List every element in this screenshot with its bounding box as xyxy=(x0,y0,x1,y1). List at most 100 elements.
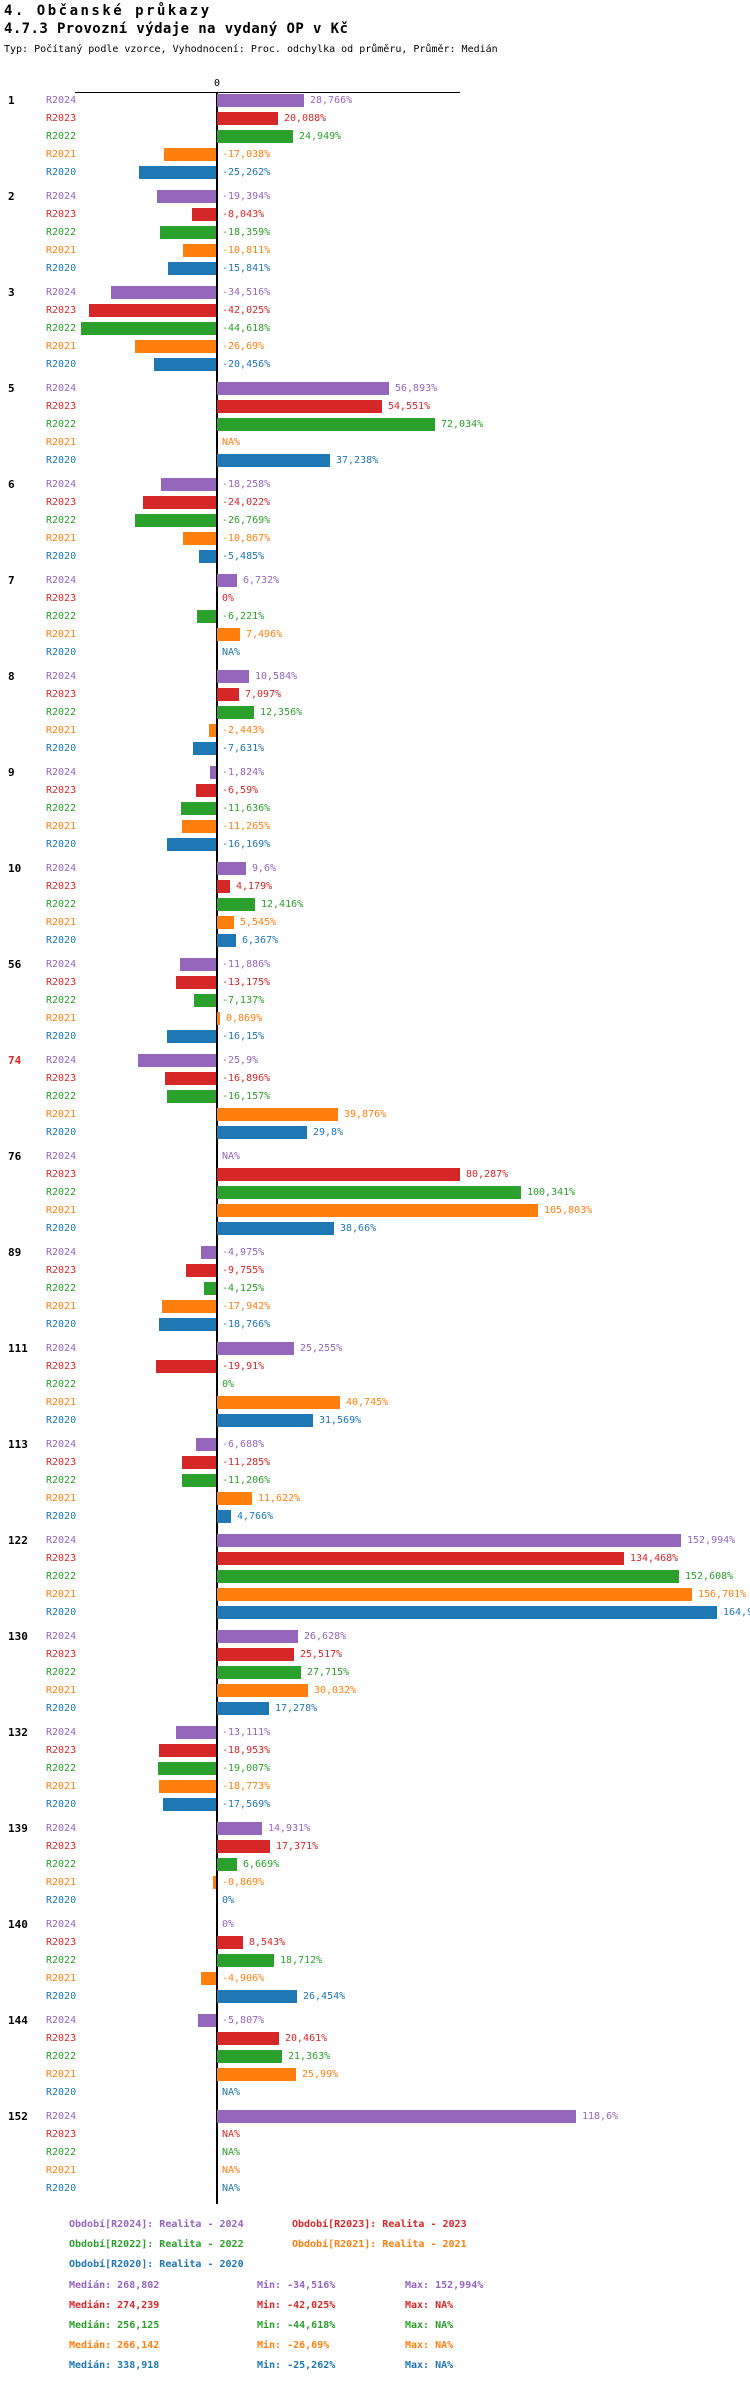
bar xyxy=(176,976,216,989)
bar xyxy=(180,958,216,971)
bar-value-label: -7,631% xyxy=(222,743,265,754)
series-label: R2024 xyxy=(46,287,77,298)
stat-median-r2020: Medián: 338,918 xyxy=(69,2360,160,2371)
series-label: R2020 xyxy=(46,1607,77,1618)
series-label: R2023 xyxy=(46,1745,77,1756)
bar xyxy=(165,1072,216,1085)
group-label: 56 xyxy=(8,958,22,971)
bar-value-label: -19,007% xyxy=(222,1763,271,1774)
bar-value-label: 38,66% xyxy=(340,1223,377,1234)
bar-value-label: -11,206% xyxy=(222,1475,271,1486)
bar-value-label: 100,341% xyxy=(527,1187,576,1198)
bar xyxy=(163,1798,216,1811)
bar-value-label: NA% xyxy=(222,2087,241,2098)
series-label: R2023 xyxy=(46,2129,77,2140)
group-label: 111 xyxy=(8,1342,28,1355)
bar xyxy=(217,1168,460,1181)
stat-max-r2021: Max: NA% xyxy=(405,2340,454,2351)
series-label: R2024 xyxy=(46,479,77,490)
bar xyxy=(217,1666,301,1679)
bar-value-label: NA% xyxy=(222,647,241,658)
bar xyxy=(217,2110,576,2123)
bar-value-label: -17,038% xyxy=(222,149,271,160)
series-label: R2024 xyxy=(46,1631,77,1642)
group-label: 1 xyxy=(8,94,15,107)
series-label: R2022 xyxy=(46,1955,77,1966)
bar-value-label: 56,893% xyxy=(395,383,438,394)
series-label: R2023 xyxy=(46,305,77,316)
series-label: R2020 xyxy=(46,359,77,370)
bar xyxy=(167,1090,216,1103)
series-label: R2020 xyxy=(46,839,77,850)
series-label: R2024 xyxy=(46,1823,77,1834)
stat-max-r2024: Max: 152,994% xyxy=(405,2280,484,2291)
bar-value-label: 156,701% xyxy=(698,1589,747,1600)
axis-zero-line xyxy=(216,92,218,2204)
series-label: R2023 xyxy=(46,1841,77,1852)
legend-item-r2024: Období[R2024]: Realita - 2024 xyxy=(69,2219,244,2230)
bar xyxy=(193,742,216,755)
group-label: 10 xyxy=(8,862,22,875)
bar xyxy=(217,1510,231,1523)
bar-value-label: 164,9 xyxy=(723,1607,750,1618)
stat-median-r2024: Medián: 268,802 xyxy=(69,2280,160,2291)
bar xyxy=(217,1108,338,1121)
bar-value-label: -5,807% xyxy=(222,2015,265,2026)
series-label: R2020 xyxy=(46,1511,77,1522)
bar-value-label: 7,496% xyxy=(246,629,283,640)
bar-value-label: -19,91% xyxy=(222,1361,265,1372)
series-label: R2021 xyxy=(46,1877,77,1888)
bar-value-label: -18,773% xyxy=(222,1781,271,1792)
bar-value-label: -17,942% xyxy=(222,1301,271,1312)
bar xyxy=(217,454,330,467)
bar-value-label: -10,811% xyxy=(222,245,271,256)
series-label: R2022 xyxy=(46,1667,77,1678)
bar-value-label: 12,356% xyxy=(260,707,303,718)
bar xyxy=(176,1726,216,1739)
bar-value-label: -7,137% xyxy=(222,995,265,1006)
bar-value-label: -11,265% xyxy=(222,821,271,832)
bar xyxy=(217,628,240,641)
series-label: R2024 xyxy=(46,1151,77,1162)
bar-value-label: -34,516% xyxy=(222,287,271,298)
group-label: 74 xyxy=(8,1054,22,1067)
series-label: R2021 xyxy=(46,437,77,448)
bar-value-label: 24,949% xyxy=(299,131,342,142)
bar-value-label: 31,569% xyxy=(319,1415,362,1426)
bar-value-label: NA% xyxy=(222,1151,241,1162)
series-label: R2021 xyxy=(46,341,77,352)
bar-value-label: 11,622% xyxy=(258,1493,301,1504)
bar-value-label: -15,841% xyxy=(222,263,271,274)
series-label: R2023 xyxy=(46,1649,77,1660)
series-label: R2021 xyxy=(46,2165,77,2176)
section-title: 4. Občanské průkazy xyxy=(4,3,212,19)
bar-value-label: 0% xyxy=(222,1919,235,1930)
series-label: R2023 xyxy=(46,689,77,700)
stat-max-r2023: Max: NA% xyxy=(405,2300,454,2311)
series-label: R2021 xyxy=(46,629,77,640)
bar xyxy=(192,208,216,221)
series-label: R2024 xyxy=(46,1535,77,1546)
bar xyxy=(217,418,435,431)
bar xyxy=(183,244,216,257)
bar xyxy=(135,340,216,353)
group-label: 76 xyxy=(8,1150,22,1163)
bar-value-label: 6,367% xyxy=(242,935,279,946)
bar-value-label: 0,869% xyxy=(226,1013,263,1024)
series-label: R2024 xyxy=(46,671,77,682)
series-label: R2022 xyxy=(46,899,77,910)
bar xyxy=(217,1552,624,1565)
bar xyxy=(181,802,216,815)
series-label: R2020 xyxy=(46,743,77,754)
bar xyxy=(217,1222,334,1235)
series-label: R2020 xyxy=(46,455,77,466)
bar-value-label: 54,551% xyxy=(388,401,431,412)
bar xyxy=(217,400,382,413)
series-label: R2022 xyxy=(46,1379,77,1390)
series-label: R2021 xyxy=(46,1589,77,1600)
bar-value-label: NA% xyxy=(222,2183,241,2194)
bar-value-label: -0,869% xyxy=(222,1877,265,1888)
legend-item-r2021: Období[R2021]: Realita - 2021 xyxy=(292,2239,467,2250)
bar-value-label: -18,953% xyxy=(222,1745,271,1756)
